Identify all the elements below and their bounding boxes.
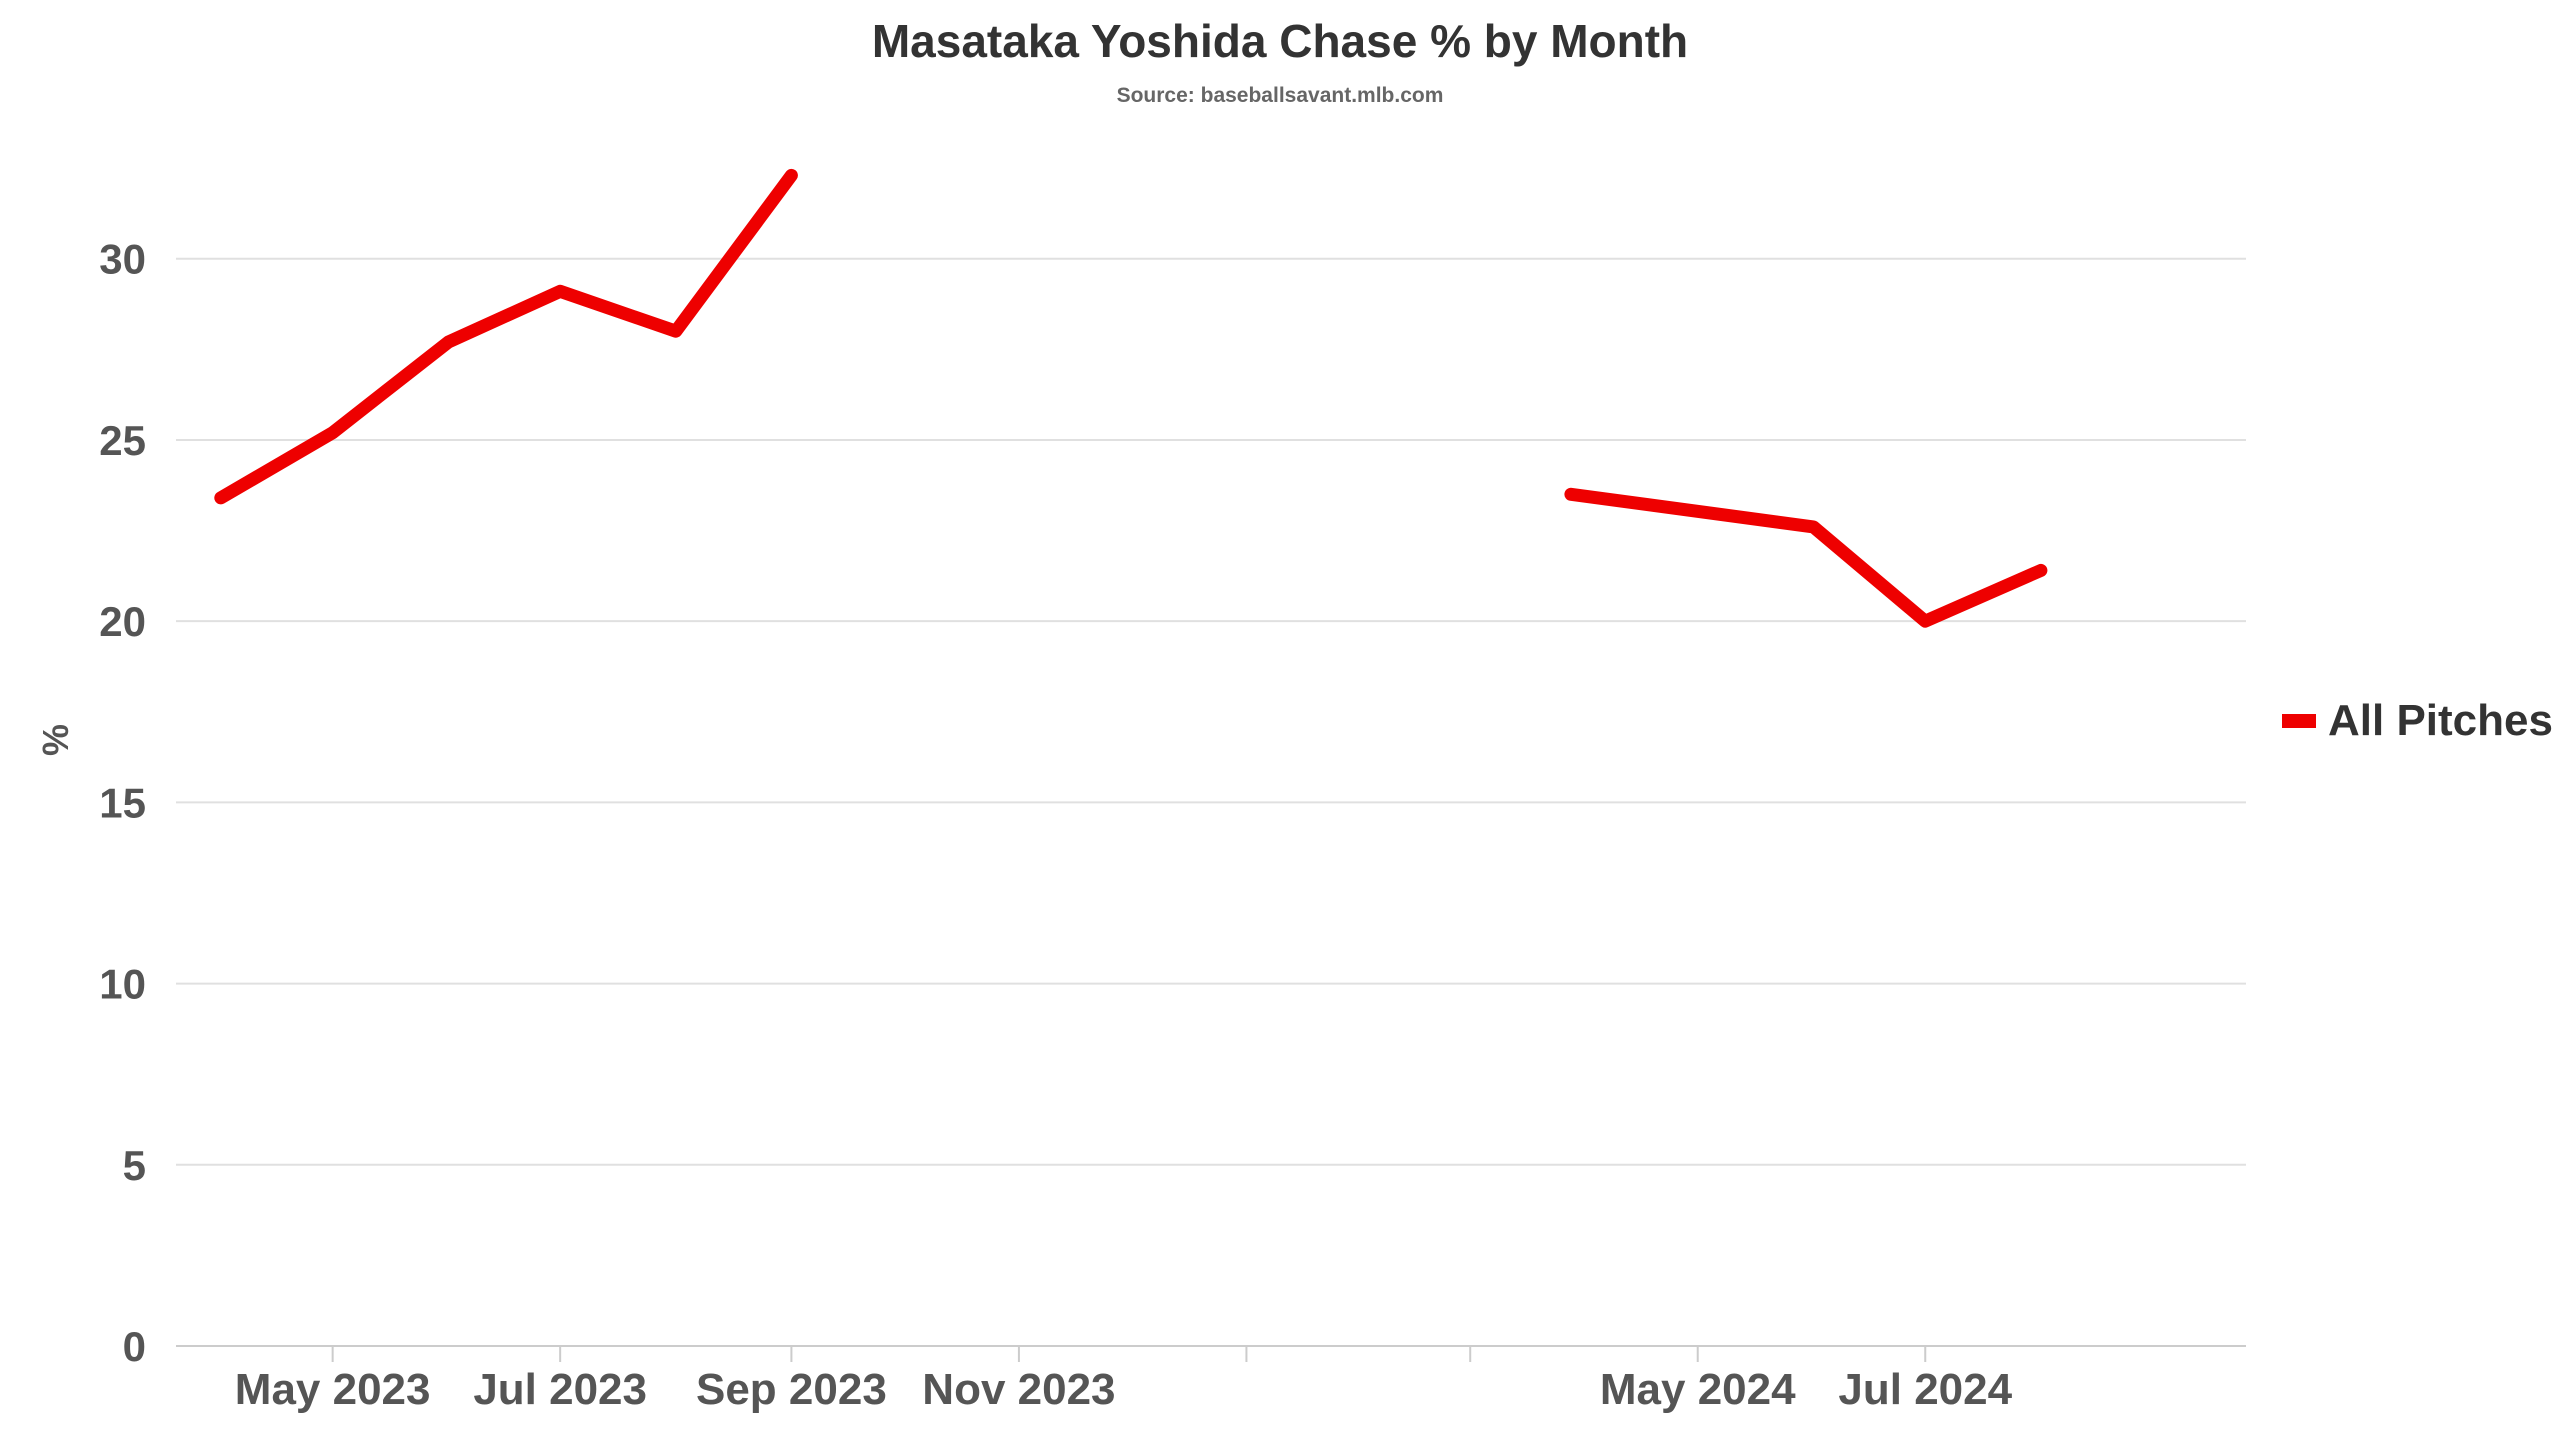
data-point: [675, 330, 677, 332]
series-line: [1564, 487, 2048, 628]
y-tick-label: 10: [99, 961, 146, 1008]
y-axis-label: %: [35, 724, 76, 756]
x-tick-label: May 2023: [235, 1365, 431, 1414]
data-point: [332, 432, 334, 434]
x-tick-label: Jul 2023: [473, 1365, 647, 1414]
legend: All Pitches: [2282, 696, 2553, 746]
x-tick-label: Nov 2023: [922, 1365, 1115, 1414]
data-point: [1812, 526, 1814, 528]
series-line: [214, 168, 798, 505]
data-point: [1924, 620, 1926, 622]
x-tick-label: Sep 2023: [696, 1365, 887, 1414]
y-tick-label: 20: [99, 598, 146, 645]
y-tick-label: 15: [99, 779, 146, 826]
x-tick-label: May 2024: [1600, 1365, 1796, 1414]
data-point: [220, 497, 222, 499]
gridlines: [176, 257, 2246, 1166]
y-tick-label: 25: [99, 417, 146, 464]
data-point: [2040, 569, 2042, 571]
y-tick-label: 0: [123, 1323, 146, 1370]
x-tick-label: Jul 2024: [1838, 1365, 2012, 1414]
y-tick-label: 5: [123, 1142, 146, 1189]
legend-swatch: [2282, 714, 2316, 728]
series-lines: [214, 168, 2048, 628]
data-point: [559, 290, 561, 292]
y-tick-label: 30: [99, 236, 146, 283]
data-point: [790, 174, 792, 176]
data-point: [447, 341, 449, 343]
axes: 0 5 10 15 20 25 30 May 2023 Jul 2023 Sep 2023 Nov …: [99, 236, 2246, 1414]
legend-label: All Pitches: [2328, 696, 2553, 745]
chart-subtitle: Source: baseballsavant.mlb.com: [1116, 84, 1444, 107]
data-point: [1570, 493, 1572, 495]
chart-title: Masataka Yoshida Chase % by Month: [871, 15, 1689, 67]
